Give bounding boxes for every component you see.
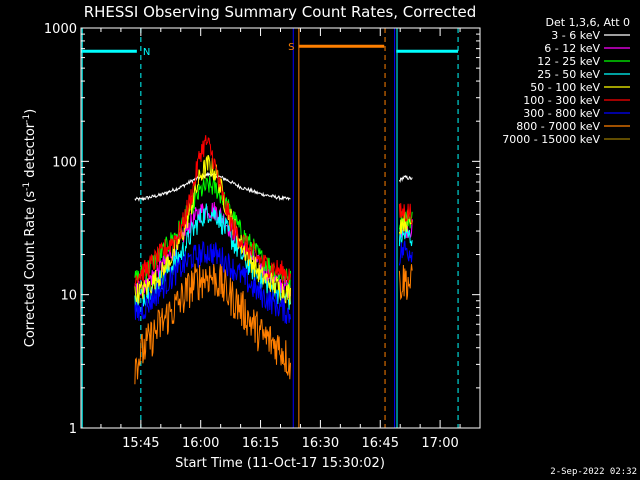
legend-label: 300 - 800 keV xyxy=(523,107,600,120)
legend-label: 50 - 100 keV xyxy=(530,81,600,94)
y-tick-label: 100 xyxy=(52,155,77,170)
legend-label: 100 - 300 keV xyxy=(523,94,600,107)
legend-label: 7000 - 15000 keV xyxy=(502,133,600,146)
series-line xyxy=(398,210,413,235)
legend-label: 12 - 25 keV xyxy=(537,55,600,68)
series-line xyxy=(398,240,413,266)
x-tick-label: 16:00 xyxy=(182,436,219,451)
y-tick-label: 1000 xyxy=(44,22,77,37)
chart-title: RHESSI Observing Summary Count Rates, Co… xyxy=(84,3,477,21)
y-tick-label: 10 xyxy=(60,289,77,304)
series-line xyxy=(134,240,291,324)
y-tick-label: 1 xyxy=(69,422,77,437)
series-line xyxy=(134,135,291,287)
y-axis-label: Corrected Count Rate (s-1 detector-1) xyxy=(22,109,38,347)
x-tick-label: 17:00 xyxy=(421,436,458,451)
legend-label: 3 - 6 keV xyxy=(551,29,600,42)
series-line xyxy=(398,175,413,183)
x-tick-label: 16:30 xyxy=(302,436,339,451)
x-tick-label: 16:45 xyxy=(362,436,399,451)
legend-label: 25 - 50 keV xyxy=(537,68,600,81)
legend-label: 800 - 7000 keV xyxy=(516,120,600,133)
mode-bar-label: N xyxy=(143,47,150,58)
series-line xyxy=(398,264,413,301)
legend-title: Det 1,3,6, Att 0 xyxy=(546,16,630,29)
x-tick-label: 15:45 xyxy=(122,436,159,451)
series-line xyxy=(134,263,291,385)
timestamp: 2-Sep-2022 02:32 xyxy=(550,467,637,477)
legend-label: 6 - 12 keV xyxy=(544,42,600,55)
x-axis-label: Start Time (11-Oct-17 15:30:02) xyxy=(175,456,385,471)
mode-bar-label: S xyxy=(288,42,294,53)
x-tick-label: 16:15 xyxy=(242,436,279,451)
series-line xyxy=(398,203,413,225)
